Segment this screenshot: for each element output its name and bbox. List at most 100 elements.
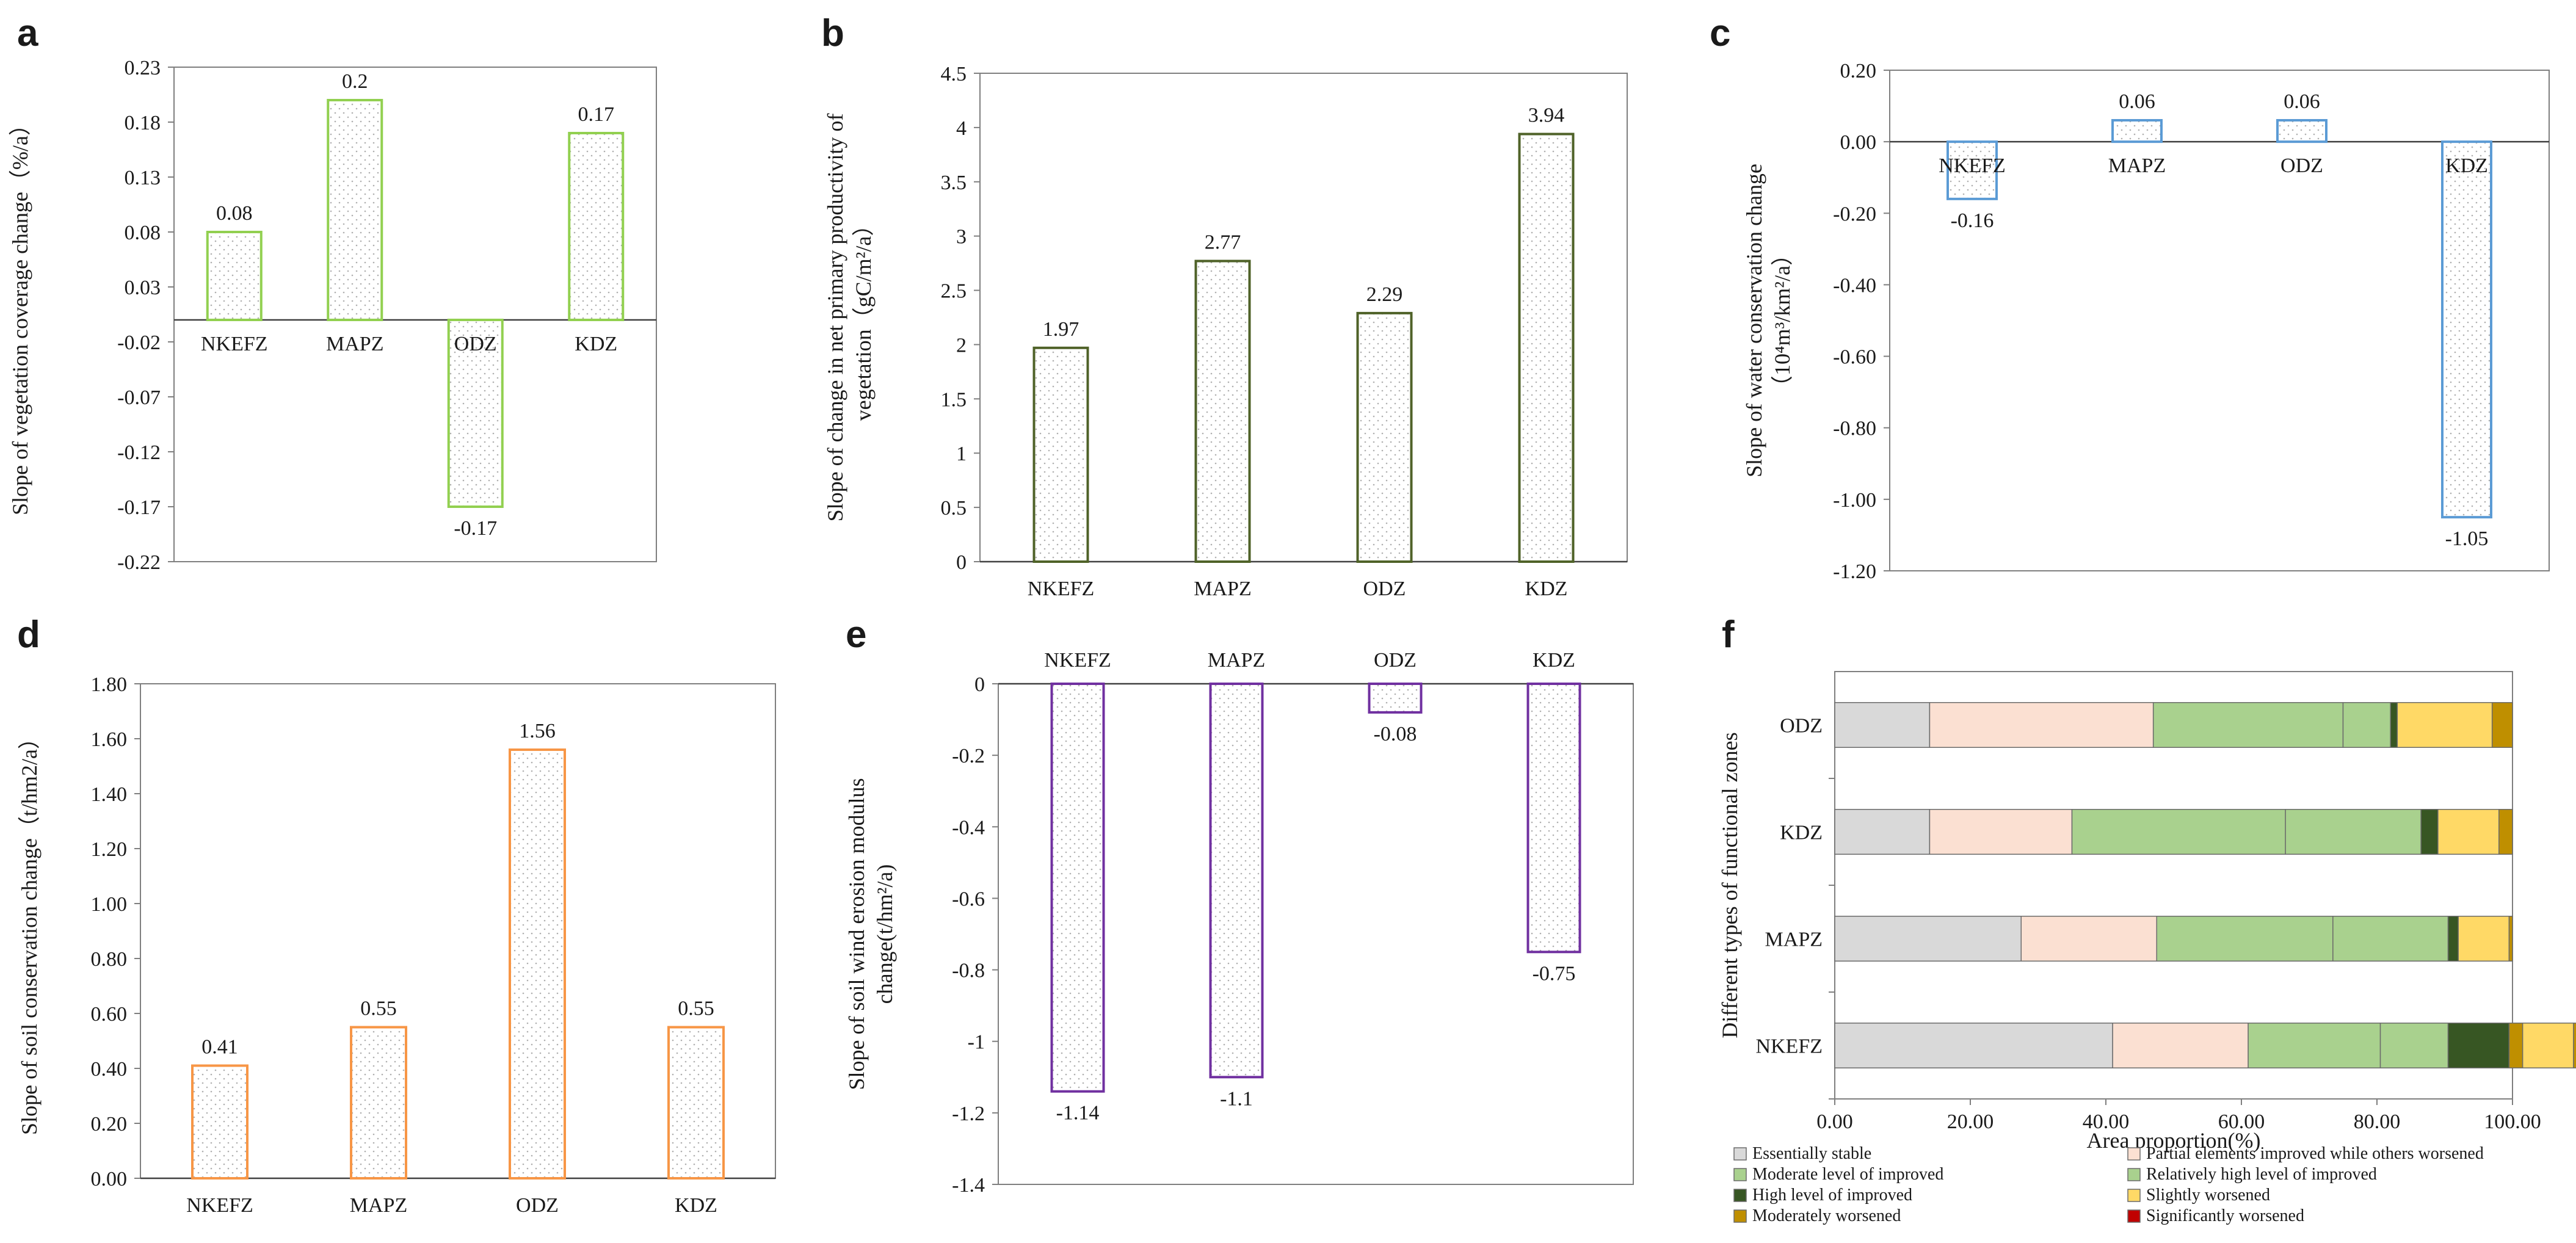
y-tick-label: 0.20 (1840, 60, 1877, 82)
segment-kdz-6 (2437, 809, 2500, 855)
bar-kdz (2441, 140, 2492, 519)
y-axis-label: Slope of soil conservation change（t/hm2/… (17, 727, 42, 1135)
y-tick-label: 0.13 (125, 167, 161, 189)
legend-swatch (1733, 1209, 1747, 1223)
x-tick-label: 20.00 (1947, 1111, 1994, 1133)
category-label-odz: ODZ (1780, 715, 1823, 737)
segment-mapz-6 (2458, 916, 2510, 962)
data-label-mapz: 0.06 (2119, 90, 2155, 113)
category-label-nkefz: NKEFZ (1044, 649, 1111, 672)
category-label-nkefz: NKEFZ (1755, 1035, 1823, 1058)
y-axis-label: Different types of functional zones (1718, 732, 1742, 1038)
legend-swatch (2127, 1189, 2141, 1202)
data-label-nkefz: 1.97 (1043, 318, 1079, 341)
data-label-mapz: 0.55 (360, 998, 397, 1020)
legend-label: High level of improved (1752, 1186, 1912, 1205)
category-label-nkefz: NKEFZ (1939, 154, 2006, 177)
y-tick-label: 1.20 (91, 838, 128, 861)
data-label-kdz: 0.55 (678, 998, 714, 1020)
y-tick-label: 0.40 (91, 1058, 128, 1081)
y-tick-label: 0.5 (941, 497, 967, 520)
bar-mapz (327, 99, 383, 321)
category-label-kdz: KDZ (1525, 578, 1568, 600)
bar-nkefz (1050, 683, 1105, 1093)
panel-c: c 0.20 0.00 -0.20 -0.40 -0.60 -0.80 -1.00 -1.20 S… (1710, 12, 2550, 583)
category-label-kdz: KDZ (675, 1194, 717, 1217)
segment-odz-0 (1834, 702, 1931, 748)
bar-odz (1368, 683, 1423, 714)
y-tick-label: -1.20 (1833, 560, 1876, 583)
segment-nkefz-2 (2248, 1023, 2381, 1068)
y-tick-label: 0 (974, 673, 985, 696)
y-tick-label: -0.40 (1833, 274, 1876, 297)
panel-letter: e (846, 614, 866, 656)
data-label-odz: 2.29 (1366, 283, 1403, 306)
y-axis-label: change(t/hm²/a) (873, 864, 897, 1004)
y-tick-label: 0.00 (91, 1168, 128, 1190)
y-axis-label: （10⁴m³/km²/a） (1770, 244, 1794, 397)
category-label-mapz: MAPZ (1765, 929, 1823, 951)
panel-b: b 0 0.5 1 1.5 2 2.5 3 3.5 4 4.5 Slope of change in … (821, 12, 1628, 600)
category-label-odz: ODZ (2280, 154, 2323, 177)
segment-kdz-1 (1929, 809, 2073, 855)
category-label-kdz: KDZ (1533, 649, 1575, 672)
y-tick-label: 0.60 (91, 1003, 128, 1026)
bar-kdz (568, 132, 625, 321)
y-tick-label: 3.5 (941, 172, 967, 194)
segment-nkefz-3 (2379, 1023, 2449, 1068)
data-label-mapz: 2.77 (1205, 231, 1241, 254)
data-label-kdz: 3.94 (1528, 104, 1565, 127)
segment-odz-6 (2396, 702, 2493, 748)
legend-label: Significantly worsened (2146, 1206, 2304, 1225)
y-tick-label: -0.8 (952, 960, 985, 982)
y-tick-label: -1 (968, 1031, 985, 1054)
data-label-kdz: -0.75 (1533, 962, 1576, 985)
y-tick-label: 1.00 (91, 893, 128, 916)
legend-label: Moderately worsened (1752, 1206, 1901, 1225)
segment-odz-3 (2342, 702, 2391, 748)
y-tick-label: 2.5 (941, 280, 967, 303)
segment-kdz-0 (1834, 809, 1931, 855)
legend-label: Slightly worsened (2146, 1186, 2270, 1205)
segment-nkefz-1 (2112, 1023, 2249, 1068)
panel-a: a 0.23 0.18 0.13 0.08 0.03 -0.02 -0.07 -0.12 -0.1… (8, 12, 657, 574)
segment-nkefz-5 (2508, 1023, 2523, 1068)
data-label-kdz: 0.17 (578, 103, 615, 126)
panel-f: f 0.00 20.00 40.00 60.00 80.00 100.00 Area prop… (1718, 614, 2576, 1225)
y-tick-label: 3 (956, 226, 967, 248)
bar-nkefz (191, 1064, 249, 1180)
category-label-mapz: MAPZ (326, 333, 383, 355)
y-axis-label: vegetation（gC/m²/a） (851, 214, 876, 421)
category-label-mapz: MAPZ (350, 1194, 407, 1217)
bar-mapz (350, 1026, 407, 1180)
y-tick-label: -0.2 (952, 745, 985, 767)
legend-swatch (2127, 1209, 2141, 1223)
y-tick-label: 1.40 (91, 783, 128, 806)
panel-letter: a (17, 12, 38, 54)
y-tick-label: -1.2 (952, 1103, 985, 1125)
data-label-odz: -0.17 (454, 517, 497, 540)
bar-nkefz (1032, 346, 1089, 563)
plot-frame (1889, 70, 2550, 571)
data-label-odz: -0.08 (1374, 723, 1417, 745)
x-tick-label: 80.00 (2354, 1111, 2401, 1133)
y-tick-label: -0.17 (117, 496, 161, 519)
panel-d: d 0.00 0.20 0.40 0.60 0.80 1.00 1.20 1.40 1.60 1.8… (17, 614, 776, 1217)
data-label-nkefz: -1.14 (1056, 1102, 1100, 1125)
y-tick-label: -0.02 (117, 332, 161, 354)
x-tick-label: 0.00 (1816, 1111, 1853, 1133)
bar-kdz (1518, 132, 1575, 564)
panel-letter: f (1722, 614, 1735, 656)
y-tick-label: -1.00 (1833, 489, 1876, 512)
y-tick-label: -0.4 (952, 816, 985, 839)
category-label-kdz: KDZ (1780, 822, 1823, 844)
y-tick-label: 0.23 (125, 57, 161, 79)
y-tick-label: 2 (956, 334, 967, 357)
y-tick-label: 0.08 (125, 222, 161, 244)
segment-kdz-8 (2498, 809, 2513, 855)
segment-mapz-3 (2332, 916, 2449, 962)
bar-nkefz (206, 231, 263, 321)
bar-kdz (1526, 683, 1581, 954)
bar-nkefz (1947, 140, 1998, 200)
